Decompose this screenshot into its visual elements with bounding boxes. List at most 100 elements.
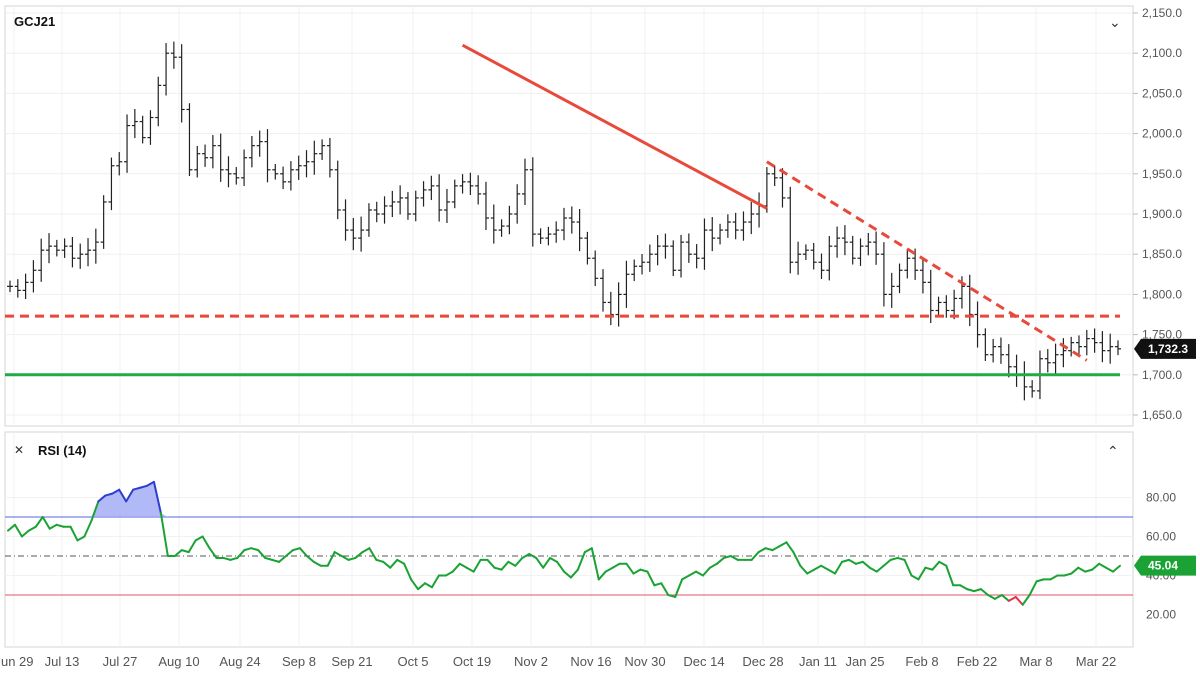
rsi-line-segment bbox=[702, 566, 711, 577]
symbol-label: GCJ21 bbox=[14, 14, 55, 29]
rsi-line-segment bbox=[291, 547, 301, 552]
rsi-line-segment bbox=[1084, 568, 1094, 573]
rsi-line-segment bbox=[507, 560, 517, 567]
rsi-line-segment bbox=[222, 556, 232, 561]
rsi-line-segment bbox=[778, 541, 788, 548]
rsi-line-segment bbox=[757, 547, 767, 554]
rsi-line-segment bbox=[159, 512, 169, 557]
x-tick-label: Nov 16 bbox=[570, 654, 611, 669]
rsi-line-segment bbox=[257, 549, 267, 559]
rsi-line-segment bbox=[660, 582, 670, 596]
rsi-line-segment bbox=[396, 558, 406, 565]
rsi-line-segment bbox=[792, 551, 802, 567]
x-tick-label: Nov 30 bbox=[624, 654, 665, 669]
x-tick-label: Oct 19 bbox=[453, 654, 491, 669]
rsi-line-segment bbox=[361, 547, 371, 554]
rsi-line-segment bbox=[931, 560, 941, 571]
rsi-line-segment bbox=[959, 584, 969, 591]
rsi-line-segment bbox=[104, 492, 114, 497]
rsi-line-segment bbox=[13, 523, 23, 538]
rsi-line-segment bbox=[27, 525, 37, 532]
chevron-down-icon[interactable]: ⌄ bbox=[1109, 14, 1121, 30]
rsi-tick-label: 20.00 bbox=[1146, 608, 1176, 622]
price-tick-label: 1,750.0 bbox=[1142, 328, 1182, 342]
rsi-line-segment bbox=[528, 553, 538, 559]
rsi-line-segment bbox=[569, 568, 579, 579]
last-rsi-tag: 45.04 bbox=[1134, 555, 1196, 576]
rsi-line-segment bbox=[389, 558, 399, 569]
x-tick-label: Mar 8 bbox=[1019, 654, 1052, 669]
rsi-line-segment bbox=[1063, 572, 1073, 577]
x-tick-label: Sep 8 bbox=[282, 654, 316, 669]
rsi-line-segment bbox=[521, 553, 531, 559]
rsi-line-segment bbox=[945, 564, 955, 587]
x-tick-label: Jan 25 bbox=[845, 654, 884, 669]
rsi-line-segment bbox=[7, 523, 16, 532]
rsi-line-segment bbox=[799, 564, 809, 575]
x-tick-label: Jul 27 bbox=[103, 654, 138, 669]
x-tick-label: Mar 22 bbox=[1076, 654, 1116, 669]
rsi-line-segment bbox=[639, 568, 649, 573]
rsi-line-segment bbox=[764, 547, 774, 552]
rsi-line-segment bbox=[146, 480, 155, 487]
rsi-line-segment bbox=[493, 566, 503, 571]
price-tick-label: 1,850.0 bbox=[1142, 247, 1182, 261]
price-tick-label: 2,100.0 bbox=[1142, 46, 1182, 60]
rsi-line-segment bbox=[1049, 574, 1059, 581]
rsi-line-segment bbox=[695, 570, 704, 577]
rsi-line-segment bbox=[875, 564, 885, 573]
rsi-line-segment bbox=[208, 547, 218, 559]
rsi-line-segment bbox=[861, 560, 871, 569]
rsi-line-segment bbox=[229, 556, 239, 561]
rsi-line-segment bbox=[264, 556, 274, 561]
rsi-line-segment bbox=[465, 566, 475, 573]
last-price-tag: 1,732.3 bbox=[1134, 338, 1196, 359]
rsi-line-segment bbox=[688, 570, 698, 577]
x-tick-label: Jan 11 bbox=[799, 654, 837, 669]
rsi-line-segment bbox=[771, 545, 781, 552]
rsi-line-segment bbox=[847, 558, 857, 565]
rsi-line-segment bbox=[368, 547, 378, 561]
x-tick-label: Dec 14 bbox=[683, 654, 724, 669]
rsi-line-segment bbox=[1091, 562, 1101, 571]
x-tick-label: Sep 21 bbox=[331, 654, 372, 669]
rsi-line-segment bbox=[535, 556, 545, 569]
rsi-line-segment bbox=[597, 570, 607, 581]
rsi-tick-label: 60.00 bbox=[1146, 530, 1176, 544]
price-panel-frame bbox=[4, 5, 1134, 427]
rsi-tick-label: 80.00 bbox=[1146, 491, 1176, 505]
chevron-up-icon[interactable]: ⌃ bbox=[1107, 443, 1119, 459]
rsi-line-segment bbox=[1105, 566, 1115, 573]
rsi-line-segment bbox=[542, 556, 552, 569]
price-tick-label: 1,700.0 bbox=[1142, 368, 1182, 382]
rsi-line-segment bbox=[785, 541, 795, 554]
rsi-line-segment bbox=[611, 562, 621, 569]
rsi-line-segment bbox=[48, 523, 58, 530]
trendline-1-line bbox=[461, 43, 768, 210]
x-tick-label: Jun 29 bbox=[0, 654, 34, 669]
close-icon[interactable]: ✕ bbox=[14, 443, 24, 457]
last-price-value: 1,732.3 bbox=[1148, 342, 1188, 356]
rsi-line-segment bbox=[924, 566, 934, 571]
rsi-line-segment bbox=[76, 535, 86, 542]
rsi-line-segment bbox=[375, 558, 385, 563]
rsi-line-segment bbox=[563, 570, 572, 579]
rsi-line-segment bbox=[806, 568, 816, 575]
rsi-line-segment bbox=[194, 535, 204, 542]
rsi-line-segment bbox=[993, 594, 1003, 600]
rsi-line-segment bbox=[152, 480, 162, 515]
rsi-line-segment bbox=[896, 556, 906, 561]
rsi-line-segment bbox=[430, 574, 440, 589]
rsi-line-segment bbox=[201, 535, 211, 550]
rsi-line-segment bbox=[576, 551, 586, 571]
rsi-line-segment bbox=[250, 547, 260, 552]
rsi-line-segment bbox=[841, 558, 850, 563]
x-tick-label: Dec 28 bbox=[742, 654, 783, 669]
rsi-line-segment bbox=[97, 494, 107, 503]
rsi-line-segment bbox=[417, 582, 426, 591]
rsi-line-segment bbox=[187, 539, 197, 554]
rsi-line-segment bbox=[834, 560, 843, 575]
rsi-line-segment bbox=[125, 488, 135, 503]
rsi-line-segment bbox=[827, 568, 837, 575]
